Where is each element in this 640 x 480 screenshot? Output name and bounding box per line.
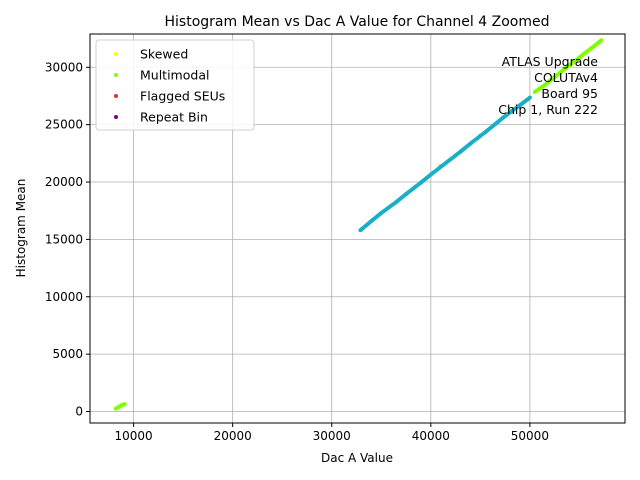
annotation-line: COLUTAv4 <box>534 70 598 85</box>
legend-marker <box>114 94 118 98</box>
annotation-line: Board 95 <box>541 86 598 101</box>
chart-title: Histogram Mean vs Dac A Value for Channe… <box>165 14 550 30</box>
legend-label: Repeat Bin <box>140 110 208 125</box>
data-point <box>598 38 603 43</box>
axis-ticks: 10000 20000 30000 40000 50000 0 5000 10000 15000… <box>45 60 549 443</box>
data-points <box>113 38 604 411</box>
y-tick-label: 25000 <box>45 118 83 132</box>
annotation-line: ATLAS Upgrade <box>502 54 599 69</box>
plot-frame <box>89 33 626 424</box>
legend-marker <box>114 73 118 77</box>
legend-box <box>95 39 255 131</box>
y-tick-label: 20000 <box>45 175 83 189</box>
data-point <box>122 402 127 407</box>
y-tick-label: 30000 <box>45 60 83 74</box>
x-tick-label: 20000 <box>214 429 252 443</box>
x-tick-label: 10000 <box>114 429 152 443</box>
y-tick-label: 10000 <box>45 290 83 304</box>
y-axis-label: Histogram Mean <box>14 179 28 278</box>
x-tick-label: 30000 <box>313 429 351 443</box>
x-axis-label: Dac A Value <box>321 451 393 465</box>
y-tick-label: 15000 <box>45 232 83 246</box>
annotation-line: Chip 1, Run 222 <box>498 102 598 117</box>
y-tick-label: 0 <box>75 405 83 419</box>
legend-marker <box>114 115 118 119</box>
legend-label: Skewed <box>140 47 188 62</box>
y-tick-label: 5000 <box>52 347 83 361</box>
x-tick-label: 50000 <box>511 429 549 443</box>
legend-label: Flagged SEUs <box>140 89 225 104</box>
data-point <box>527 96 532 101</box>
x-tick-label: 40000 <box>412 429 450 443</box>
legend-label: Multimodal <box>140 68 209 83</box>
legend-marker <box>114 52 118 56</box>
legend: Skewed Multimodal Flagged SEUs Repeat Bin <box>95 39 255 131</box>
